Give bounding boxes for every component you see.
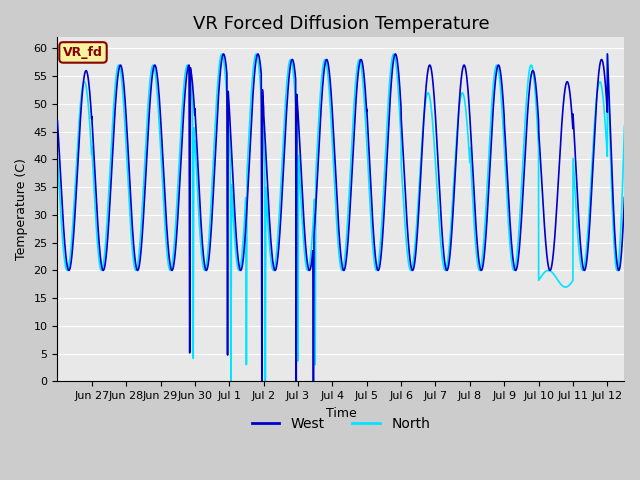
West: [258, 379, 266, 384]
Title: VR Forced Diffusion Temperature: VR Forced Diffusion Temperature: [193, 15, 489, 33]
North: [169, 256, 177, 262]
North: [218, 51, 225, 57]
West: [396, 77, 403, 83]
West: [220, 51, 227, 57]
Text: VR_fd: VR_fd: [63, 46, 103, 59]
Legend: West, North: West, North: [246, 411, 436, 436]
Line: West: West: [58, 54, 625, 382]
West: [621, 194, 628, 200]
North: [352, 79, 360, 84]
West: [169, 266, 177, 272]
West: [398, 131, 406, 137]
North: [398, 177, 406, 182]
Y-axis label: Temperature (C): Temperature (C): [15, 158, 28, 260]
West: [352, 103, 360, 108]
Line: North: North: [58, 54, 625, 382]
North: [621, 123, 628, 129]
North: [396, 103, 403, 109]
North: [93, 237, 101, 242]
North: [241, 210, 249, 216]
West: [93, 210, 101, 216]
North: [54, 154, 61, 159]
West: [241, 239, 248, 244]
X-axis label: Time: Time: [326, 407, 356, 420]
North: [227, 379, 235, 384]
West: [54, 118, 61, 123]
